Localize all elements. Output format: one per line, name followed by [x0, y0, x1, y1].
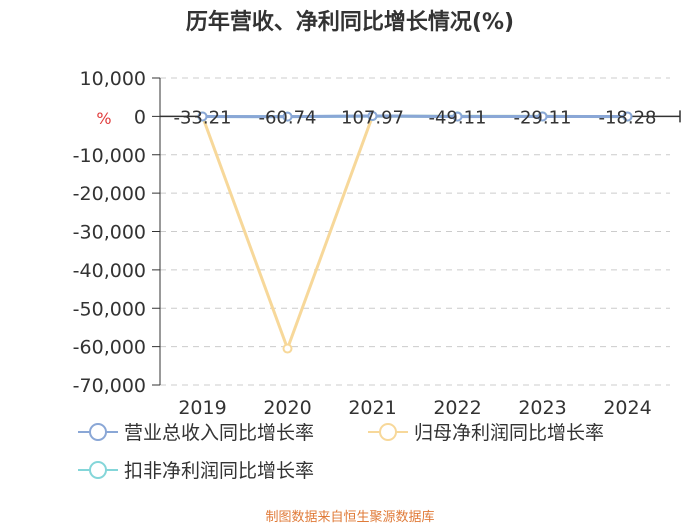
- legend-label: 扣非净利润同比增长率: [124, 460, 315, 482]
- series-line: [201, 114, 628, 353]
- data-point: [282, 343, 293, 354]
- y-tick-label: 0: [134, 106, 146, 128]
- data-point: [452, 111, 463, 122]
- legend-label: 归母净利润同比增长率: [414, 422, 605, 444]
- legend-item-deducted-profit-growth[interactable]: 扣非净利润同比增长率: [78, 456, 314, 483]
- y-tick-label: -30,000: [73, 222, 146, 244]
- data-label: -29.11: [513, 107, 571, 128]
- data-point: [282, 111, 293, 122]
- y-tick-label: -50,000: [73, 298, 146, 320]
- data-point: [622, 111, 633, 122]
- legend-item-net-profit-growth[interactable]: 归母净利润同比增长率: [368, 418, 604, 445]
- data-point: [197, 111, 208, 122]
- y-axis-label: %: [96, 109, 111, 128]
- y-tick-label: -40,000: [73, 260, 146, 282]
- x-tick-label: 2019: [178, 397, 226, 419]
- y-tick-label: -20,000: [73, 183, 146, 205]
- legend-item-revenue-growth[interactable]: 营业总收入同比增长率: [78, 418, 314, 445]
- legend-label: 营业总收入同比增长率: [124, 422, 315, 444]
- x-tick-label: 2023: [518, 397, 566, 419]
- y-tick-label: -10,000: [73, 145, 146, 167]
- x-tick-label: 2022: [433, 397, 481, 419]
- series-line: [202, 114, 628, 119]
- x-tick-label: 2020: [263, 397, 311, 419]
- y-tick-label: -70,000: [73, 375, 146, 397]
- legend-marker-icon: [78, 422, 118, 441]
- data-label: -18.28: [598, 107, 656, 128]
- data-point: [537, 111, 548, 122]
- y-tick-label: -60,000: [73, 337, 146, 359]
- legend-marker-icon: [368, 422, 408, 441]
- data-label: -60.74: [258, 107, 316, 128]
- data-point: [367, 110, 378, 121]
- data-label: -49.11: [428, 107, 486, 128]
- data-label: 107.97: [341, 107, 404, 128]
- x-tick-label: 2021: [348, 397, 396, 419]
- chart-title: 历年营收、净利同比增长情况(%): [185, 10, 515, 35]
- data-label: -33.21: [173, 107, 231, 128]
- legend-marker-icon: [78, 460, 118, 479]
- x-tick-label: 2024: [603, 397, 651, 419]
- data-source-note: 制图数据来自恒生聚源数据库: [265, 510, 435, 525]
- y-tick-label: 10,000: [80, 68, 146, 90]
